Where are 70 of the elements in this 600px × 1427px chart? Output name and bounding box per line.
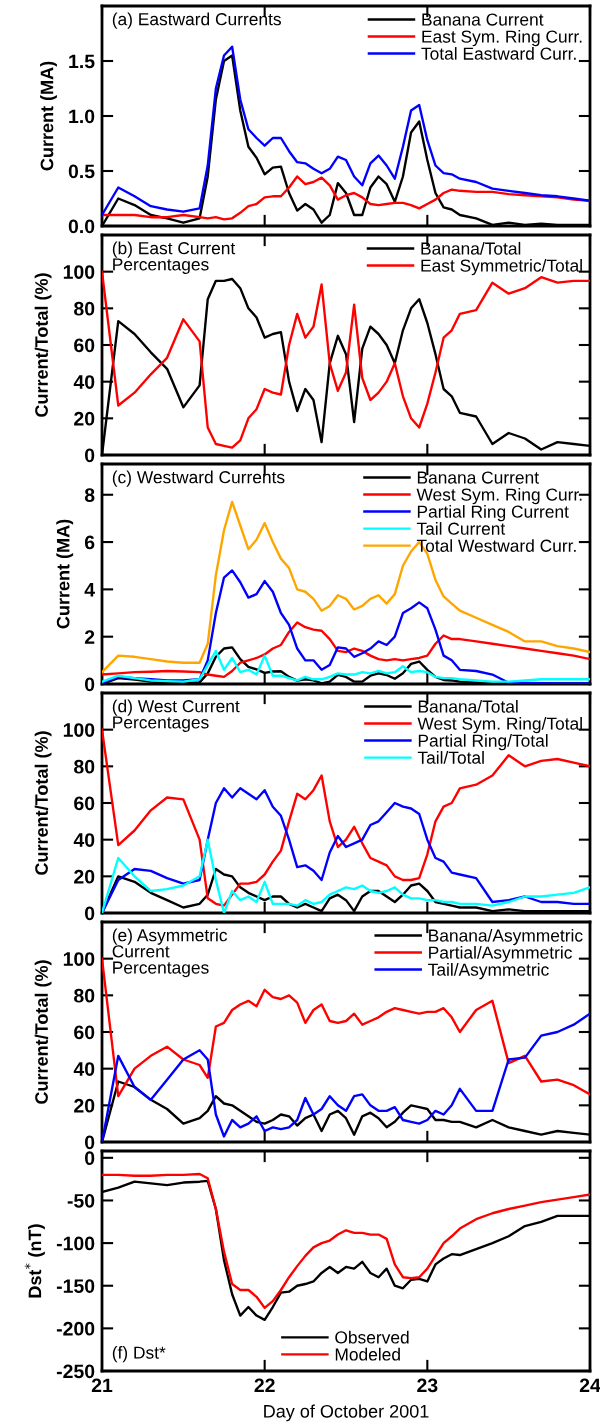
line-series bbox=[102, 175, 590, 221]
y-tick-label: 40 bbox=[73, 375, 95, 389]
y-tick-label: 8 bbox=[84, 488, 95, 502]
legend-label: Modeled bbox=[335, 1347, 400, 1361]
y-tick-label: 100 bbox=[63, 265, 95, 279]
y-tick-label: 40 bbox=[73, 833, 95, 847]
legend-label: West Sym. Ring/Total bbox=[417, 717, 582, 734]
legend-label: Tail/Asymmetric bbox=[428, 963, 549, 980]
y-tick-label: -50 bbox=[67, 1193, 95, 1208]
legend-label: East Sym. Ring Curr. bbox=[422, 30, 582, 47]
y-tick-label: 1.0 bbox=[69, 109, 95, 124]
y-tick-label: 0 bbox=[85, 906, 95, 921]
legend-label: Tail/Total bbox=[417, 751, 484, 764]
legend-label: Tail Current bbox=[416, 522, 506, 535]
chart-title: (c) Westward Currents bbox=[112, 470, 285, 487]
x-tick-label: 21 bbox=[91, 1378, 113, 1393]
legend-label: Observed bbox=[335, 1330, 409, 1344]
y-axis-title: Current (MA) bbox=[40, 61, 57, 171]
legend-label: Banana/Asymmetric bbox=[429, 928, 583, 946]
x-axis-title: Day of October 2001 bbox=[264, 1404, 429, 1422]
y-tick-label: 2 bbox=[84, 630, 95, 644]
y-tick-label: 0.0 bbox=[68, 219, 95, 234]
y-tick-label: 20 bbox=[74, 411, 95, 426]
y-tick-label: 20 bbox=[74, 869, 95, 884]
x-tick-label: 24 bbox=[579, 1378, 600, 1393]
y-tick-label: 80 bbox=[74, 301, 95, 316]
y-tick-label: 60 bbox=[74, 1025, 95, 1040]
x-tick-label: 23 bbox=[417, 1378, 438, 1393]
y-tick-label: 0.5 bbox=[68, 164, 95, 179]
y-tick-label: 4 bbox=[84, 583, 95, 597]
legend-label: Banana Current bbox=[422, 13, 544, 26]
text: (d) West Current Percentages bbox=[112, 699, 240, 732]
y-tick-label: 100 bbox=[63, 952, 95, 966]
legend-label: West Sym. Ring Curr. bbox=[416, 488, 582, 505]
y-tick-label: -200 bbox=[56, 1321, 95, 1336]
y-tick-label: 40 bbox=[73, 1062, 95, 1076]
y-axis-title: Current/Total (%) bbox=[34, 731, 52, 875]
x-tick-label: 22 bbox=[254, 1378, 275, 1393]
legend-label: Total Eastward Curr. bbox=[421, 47, 576, 60]
legend-label: Banana/Total bbox=[418, 699, 518, 713]
legend-label: East Symmetric/Total bbox=[421, 259, 582, 276]
legend-label: Partial/Asymmetric bbox=[429, 946, 572, 963]
y-tick-label: 0 bbox=[85, 1135, 95, 1150]
y-axis-title: Current (MA) bbox=[56, 519, 74, 629]
y-tick-label: 20 bbox=[74, 1098, 95, 1113]
legend-label: Partial Ring Current bbox=[417, 505, 569, 522]
y-tick-label: 80 bbox=[74, 759, 95, 774]
y-tick-label: -150 bbox=[56, 1279, 95, 1293]
y-tick-label: -100 bbox=[56, 1236, 95, 1251]
y-tick-label: 60 bbox=[74, 338, 95, 353]
y-tick-label: 60 bbox=[74, 796, 95, 811]
text: (f) Dst* bbox=[112, 1346, 166, 1363]
legend-label: Partial Ring/Total bbox=[418, 734, 548, 751]
chart-title: (a) Eastward Currents bbox=[112, 12, 281, 29]
y-tick-label: 100 bbox=[63, 723, 95, 737]
legend-label: Banana Current bbox=[417, 471, 539, 484]
line-series bbox=[102, 621, 590, 679]
y-axis-title: Current/Total (%) bbox=[34, 273, 52, 417]
y-tick-label: 0 bbox=[85, 677, 95, 692]
y-axis-title: Current/Total (%) bbox=[34, 960, 52, 1104]
y-tick-label: 80 bbox=[74, 988, 95, 1003]
y-tick-label: -250 bbox=[56, 1364, 95, 1379]
y-tick-label: 1.5 bbox=[69, 54, 95, 69]
legend-label: Banana/Total bbox=[421, 241, 521, 255]
y-tick-label: 6 bbox=[84, 535, 95, 550]
text: (e) Asymmetric Current Percentages bbox=[112, 928, 228, 978]
y-axis-title: Dst$^{*}$ (nT) bbox=[24, 1224, 45, 1298]
text: (b) East Current Percentages bbox=[112, 241, 236, 274]
y-tick-label: 0 bbox=[85, 1151, 95, 1166]
y-tick-label: 0 bbox=[85, 448, 95, 463]
